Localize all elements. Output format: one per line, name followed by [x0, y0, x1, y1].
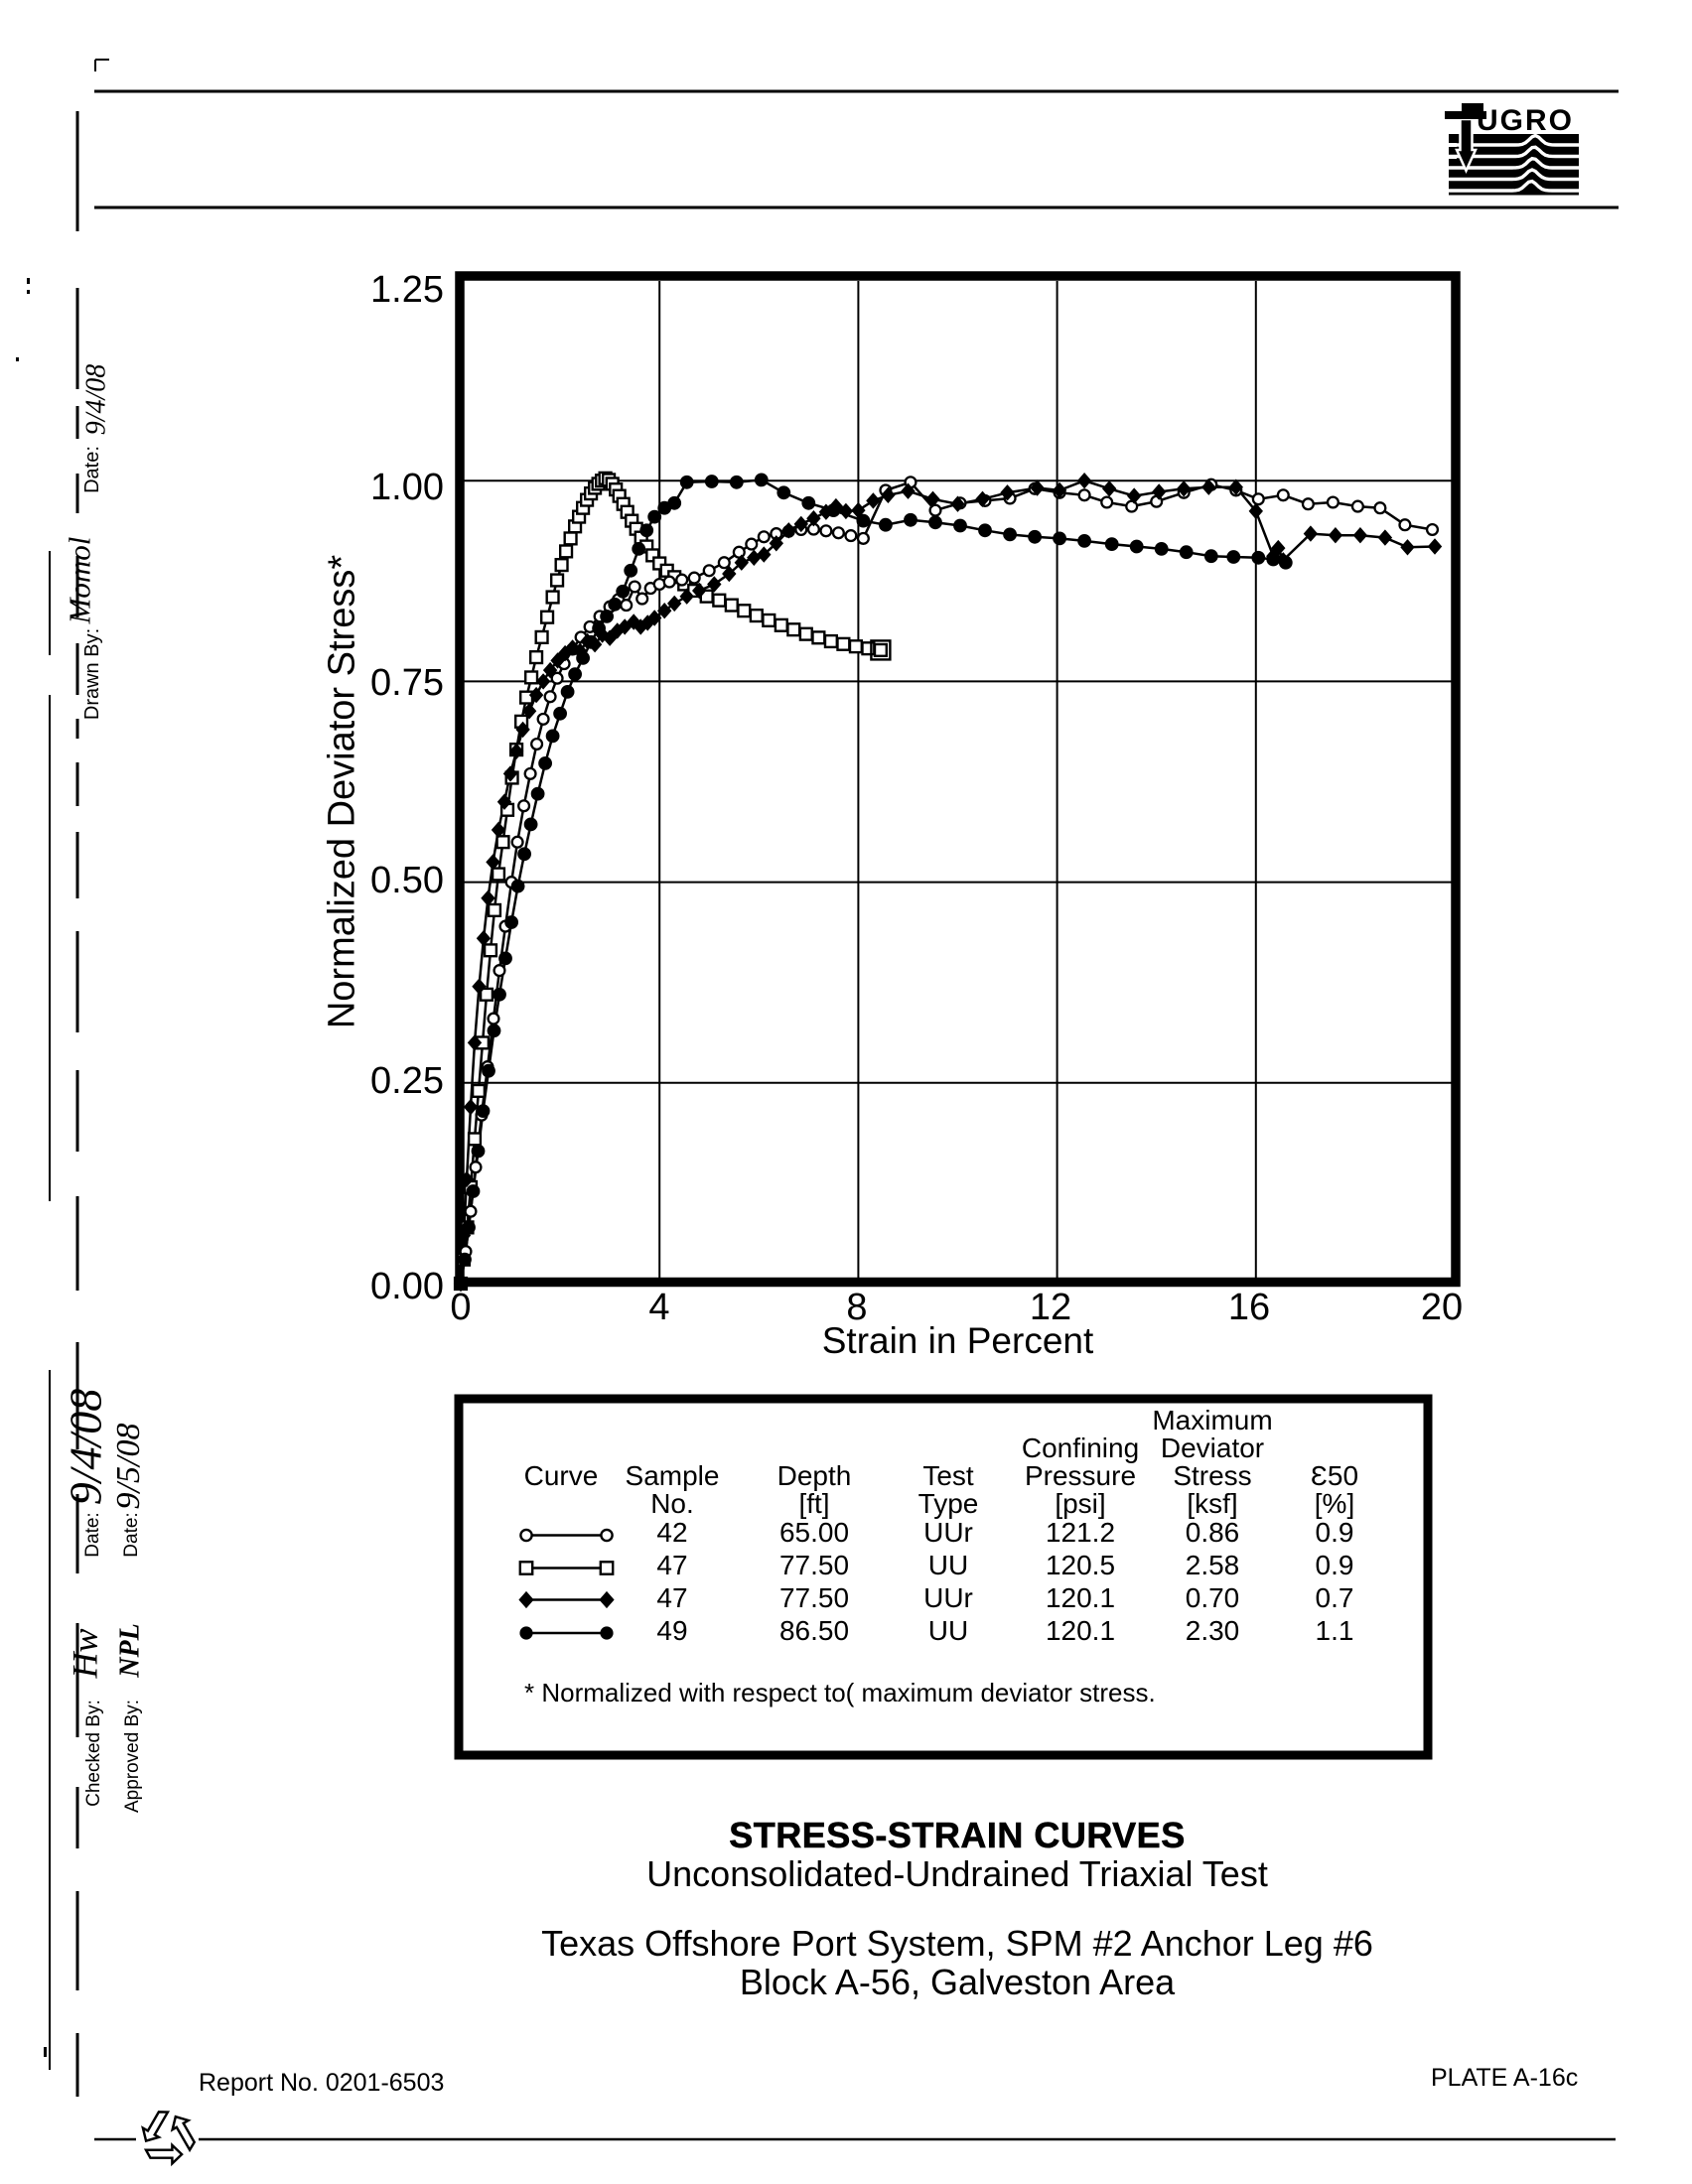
svg-text:UGRO: UGRO — [1477, 104, 1574, 137]
